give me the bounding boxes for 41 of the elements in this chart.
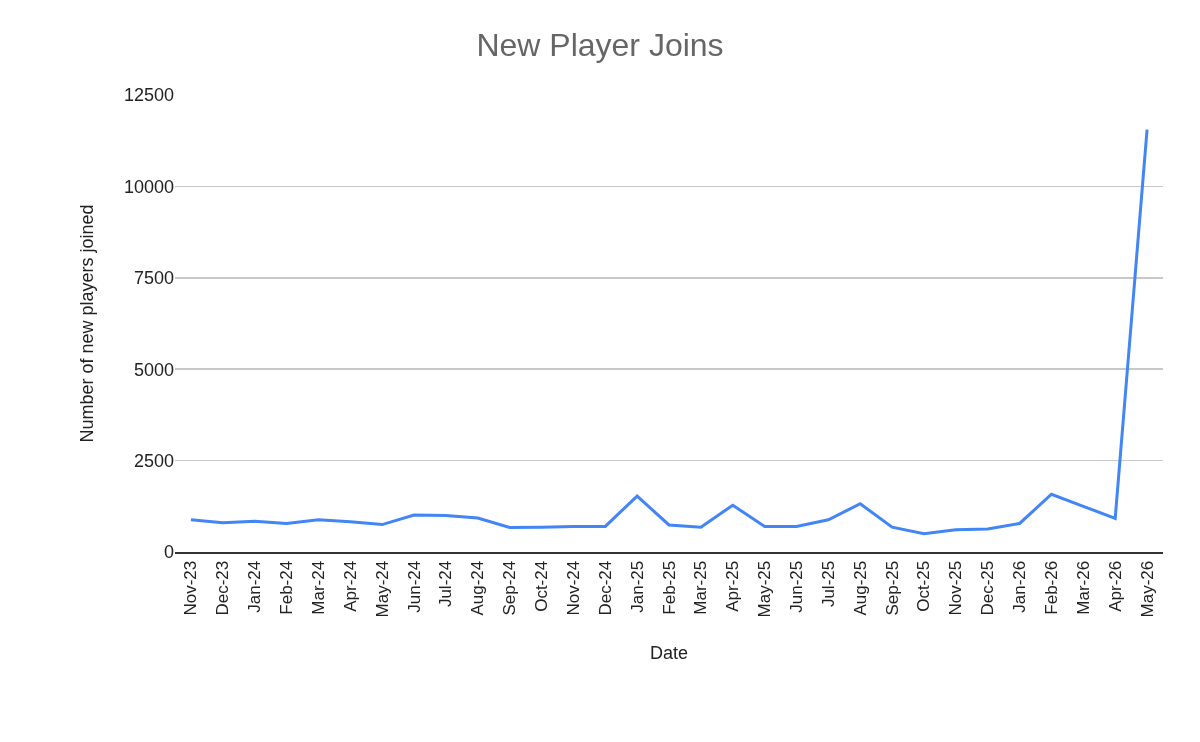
x-tick-label: May-24: [372, 560, 392, 618]
x-tick-label: Jan-24: [245, 560, 265, 613]
x-tick-label: May-26: [1137, 560, 1157, 618]
x-tick-label: Mar-26: [1073, 560, 1093, 615]
y-tick-label: 0: [163, 542, 174, 563]
chart-title: New Player Joins: [476, 26, 724, 63]
line-series: [189, 128, 1149, 536]
x-tick-label: Apr-24: [340, 560, 360, 612]
x-tick-label: Jun-25: [787, 560, 807, 613]
x-tick-label: Jan-25: [627, 560, 647, 613]
x-tick-label: Dec-25: [978, 560, 998, 616]
x-tick-label: Apr-25: [723, 560, 743, 612]
x-tick-label: Jul-25: [818, 560, 838, 608]
x-tick-label: Feb-25: [659, 560, 679, 615]
x-tick-label: Apr-26: [1105, 560, 1125, 612]
x-tick-label: Sep-25: [882, 560, 902, 616]
x-axis-title: Date: [649, 643, 689, 664]
x-tick-label: Feb-24: [277, 560, 297, 615]
x-tick-label: Oct-24: [532, 560, 552, 612]
x-tick-label: Jun-24: [404, 560, 424, 613]
x-tick-label: Nov-25: [946, 560, 966, 616]
x-tick-label: Aug-25: [850, 560, 870, 616]
y-tick-label: 12500: [123, 85, 174, 106]
x-tick-label: Mar-24: [308, 560, 328, 615]
y-axis-title: Number of new players joined: [77, 204, 98, 443]
x-tick-label: Mar-25: [691, 560, 711, 615]
x-tick-label: Dec-24: [595, 560, 615, 616]
y-tick-label: 2500: [133, 450, 174, 471]
x-tick-label: Jan-26: [1010, 560, 1030, 613]
x-tick-label: Nov-23: [181, 560, 201, 616]
x-tick-label: Feb-26: [1041, 560, 1061, 615]
x-tick-label: May-25: [755, 560, 775, 618]
y-tick-label: 7500: [133, 268, 174, 289]
x-tick-label: Sep-24: [500, 560, 520, 616]
x-tick-label: Jul-24: [436, 560, 456, 608]
x-tick-label: Dec-23: [213, 560, 233, 616]
x-tick-label: Oct-25: [914, 560, 934, 612]
y-tick-label: 10000: [123, 176, 174, 197]
x-tick-label: Aug-24: [468, 560, 488, 616]
x-tick-label: Nov-24: [563, 560, 583, 616]
y-tick-label: 5000: [133, 359, 174, 380]
